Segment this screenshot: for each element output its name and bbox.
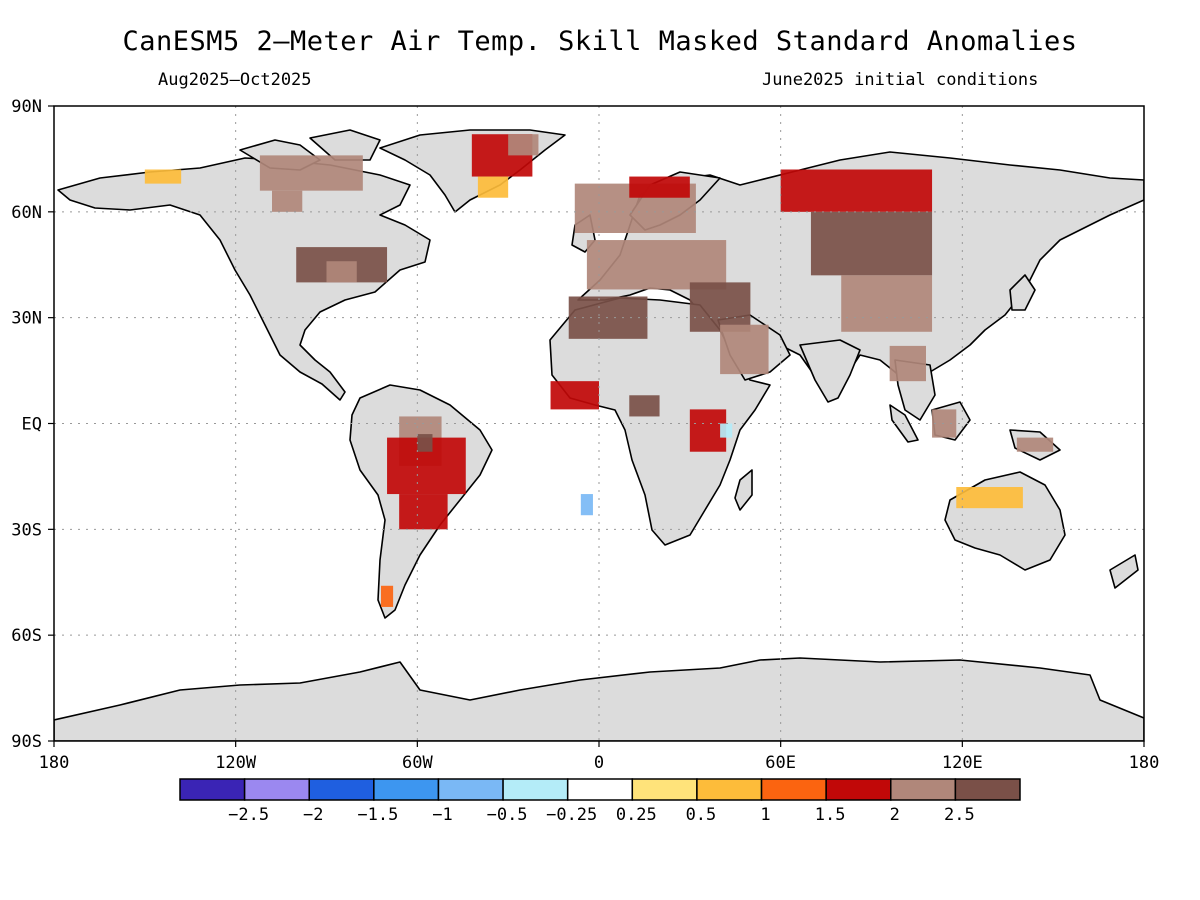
- anomaly-region: [689, 282, 751, 332]
- longitude-tick-label: 60W: [402, 753, 433, 773]
- latitude-labels: 90N 60N 30N EQ 30S 60S 90S: [11, 97, 54, 752]
- anomaly-region: [841, 275, 933, 332]
- anomaly-region: [889, 345, 926, 382]
- anomaly-region: [956, 487, 1023, 509]
- chart-title: CanESM5 2—Meter Air Temp. Skill Masked S…: [122, 26, 1078, 57]
- longitude-tick-label: 180: [1129, 753, 1160, 773]
- longitude-tick-label: 120E: [942, 753, 983, 773]
- anomaly-region: [477, 176, 509, 198]
- anomaly-region: [932, 409, 957, 438]
- longitude-labels: 180 120W 60W 0 60E 120E 180: [39, 741, 1160, 773]
- new-zealand: [1109, 554, 1139, 589]
- longitude-tick-label: 0: [594, 753, 604, 773]
- anomaly-region: [417, 434, 433, 452]
- latitude-tick-label: 60S: [11, 626, 42, 646]
- anomaly-region: [580, 494, 593, 516]
- forecast-period: Aug2025—Oct2025: [158, 70, 312, 90]
- latitude-tick-label: 30S: [11, 520, 42, 540]
- grid-lines: [54, 106, 1144, 741]
- anomaly-region: [272, 190, 303, 212]
- anomaly-region: [399, 494, 448, 530]
- anomaly-region: [720, 324, 769, 375]
- latitude-tick-label: 90S: [11, 732, 42, 752]
- longitude-tick-label: 180: [39, 753, 70, 773]
- anomaly-region: [326, 261, 357, 283]
- anomaly-region: [720, 423, 733, 438]
- anomaly-region: [508, 134, 539, 156]
- anomaly-region: [1016, 437, 1054, 452]
- madagascar: [734, 469, 753, 511]
- latitude-tick-label: 60N: [11, 203, 42, 223]
- anomaly-region: [568, 296, 648, 339]
- anomaly-region: [629, 395, 660, 417]
- anomaly-region: [810, 211, 933, 276]
- anomaly-region: [259, 155, 363, 191]
- initial-conditions: June2025 initial conditions: [762, 70, 1039, 90]
- india: [799, 339, 861, 403]
- anomaly-region: [629, 176, 690, 198]
- anomaly-region: [586, 240, 727, 290]
- latitude-tick-label: 90N: [11, 97, 42, 117]
- latitude-tick-label: 30N: [11, 309, 42, 329]
- anomaly-overlay: [144, 134, 1054, 607]
- longitude-tick-label: 60E: [765, 753, 796, 773]
- japan: [1009, 274, 1036, 311]
- anomaly-region: [550, 381, 599, 410]
- anomaly-region: [780, 169, 933, 212]
- anomaly-region: [381, 585, 394, 607]
- longitude-tick-label: 120W: [215, 753, 257, 773]
- latitude-tick-label: EQ: [22, 415, 42, 435]
- anomaly-region: [144, 169, 182, 184]
